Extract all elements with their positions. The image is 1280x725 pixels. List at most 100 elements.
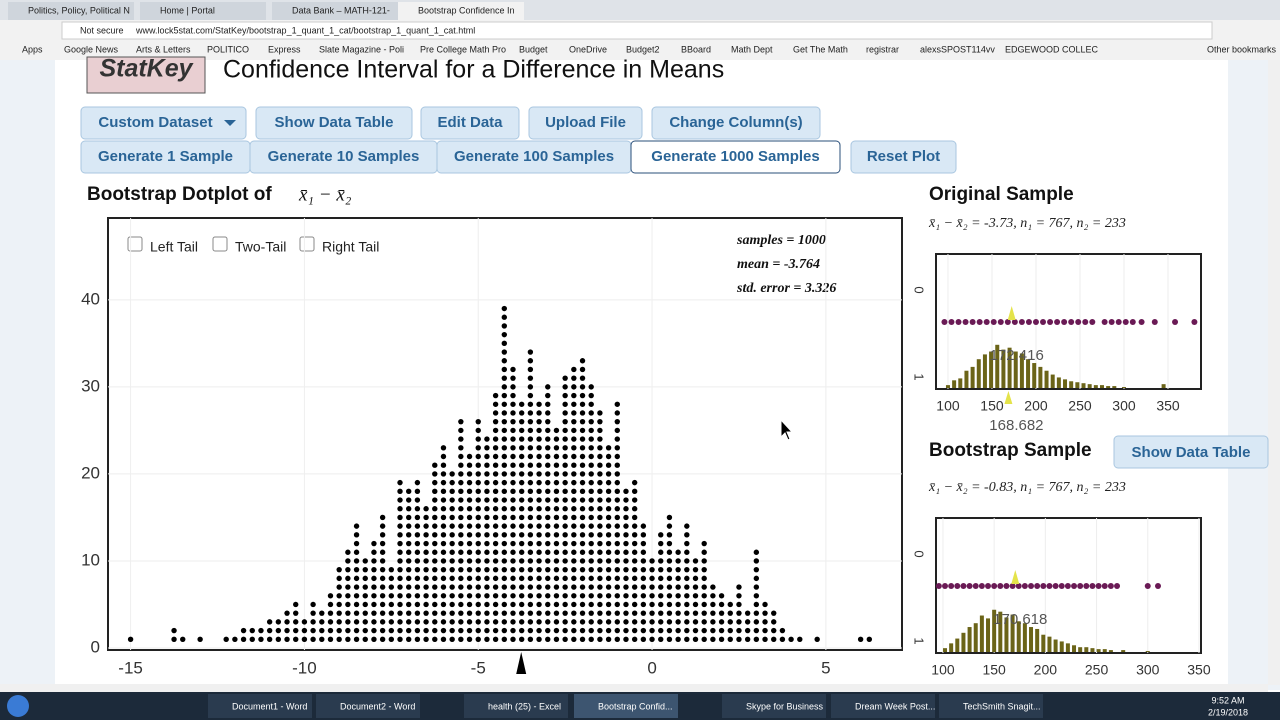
dot [492, 436, 499, 442]
task-button[interactable] [722, 694, 826, 718]
bookmark[interactable]: Budget2 [626, 44, 660, 54]
bookmark[interactable]: Math Dept [731, 44, 773, 54]
checkbox-label[interactable]: Two-Tail [235, 239, 286, 255]
task-button[interactable] [464, 694, 568, 718]
task-label[interactable]: Document2 - Word [340, 701, 415, 711]
tab-label[interactable]: Data Bank – MATH-121- [292, 5, 390, 15]
button-label[interactable]: Show Data Table [275, 114, 394, 131]
bookmark[interactable]: Budget [519, 44, 548, 54]
dot [353, 575, 360, 582]
tab[interactable] [272, 2, 398, 20]
tab[interactable] [8, 2, 134, 20]
task-label[interactable]: Document1 - Word [232, 701, 307, 711]
dot [432, 610, 438, 616]
bookmark[interactable]: POLITICO [207, 44, 249, 54]
bootstrap-table-label[interactable]: Show Data Table [1132, 444, 1251, 461]
dot [518, 566, 525, 573]
dot [571, 514, 577, 521]
button[interactable] [255, 106, 413, 140]
tab[interactable] [398, 2, 524, 20]
dot [631, 636, 638, 642]
task-label[interactable]: TechSmith Snagit... [963, 701, 1041, 711]
logo: StatKey [99, 55, 193, 83]
dot [501, 314, 508, 320]
bookmark[interactable]: OneDrive [569, 44, 607, 54]
dot [666, 636, 673, 642]
dot [1083, 583, 1090, 589]
task-label[interactable]: Bootstrap Confid... [598, 701, 673, 711]
checkbox[interactable] [212, 236, 228, 252]
task-button[interactable] [316, 694, 420, 718]
tab-label[interactable]: Bootstrap Confidence In [418, 5, 515, 15]
task-button[interactable] [208, 694, 312, 718]
bookmark[interactable]: Google News [64, 44, 119, 54]
dot [753, 584, 760, 590]
button-label[interactable]: Upload File [545, 114, 626, 131]
bookmark[interactable]: BBoard [681, 44, 711, 54]
button[interactable] [80, 106, 247, 140]
button[interactable] [528, 106, 643, 140]
dot [527, 358, 534, 364]
task-label[interactable]: Dream Week Post... [855, 701, 935, 711]
checkbox-label[interactable]: Right Tail [322, 239, 379, 255]
dot [475, 593, 481, 599]
bookmark[interactable]: registrar [866, 44, 899, 54]
start-button[interactable] [7, 695, 29, 717]
dot [675, 610, 681, 616]
task-button[interactable] [939, 694, 1043, 718]
button[interactable] [420, 106, 520, 140]
dot-column [345, 549, 351, 642]
task-button[interactable] [831, 694, 935, 718]
bookmark[interactable]: Get The Math [793, 44, 848, 54]
dot [336, 566, 342, 573]
dot [518, 601, 525, 608]
checkbox[interactable] [127, 236, 143, 252]
dot [762, 601, 768, 608]
x-tick-label: 200 [1034, 662, 1058, 678]
bookmark[interactable]: Slate Magazine - Poli [319, 44, 404, 54]
button-label[interactable]: Generate 1 Sample [98, 148, 233, 165]
dot [458, 479, 464, 486]
task-button[interactable] [574, 694, 678, 718]
button-label[interactable]: Reset Plot [867, 148, 940, 165]
checkbox[interactable] [299, 236, 315, 252]
tab-label[interactable]: Politics, Policy, Political N [28, 5, 130, 15]
bookmark[interactable]: Apps [22, 44, 43, 54]
dot-column [492, 392, 499, 642]
bookmark[interactable]: alexsSPOST114vv [920, 44, 995, 54]
dot [588, 558, 594, 564]
button-label[interactable]: Generate 1000 Samples [651, 148, 819, 165]
task-label[interactable]: health (25) - Excel [488, 701, 561, 711]
x-tick-label: -15 [118, 658, 143, 677]
checkbox-label[interactable]: Left Tail [150, 239, 198, 255]
dot [710, 636, 716, 642]
dot [579, 497, 586, 503]
tab[interactable] [140, 2, 266, 20]
button-label[interactable]: Edit Data [437, 114, 503, 131]
task-label[interactable]: Skype for Business [746, 701, 824, 711]
dot [623, 636, 629, 642]
bar [1035, 628, 1040, 652]
bookmark[interactable]: Arts & Letters [136, 44, 191, 54]
button[interactable] [850, 140, 957, 174]
dot [571, 401, 577, 407]
button-label[interactable]: Generate 100 Samples [454, 148, 614, 165]
button[interactable] [651, 106, 821, 140]
dot [379, 575, 386, 582]
dot [440, 471, 447, 477]
bookmark[interactable]: Express [268, 44, 301, 54]
dot [684, 558, 690, 564]
dot [518, 593, 525, 599]
button-label[interactable]: Generate 10 Samples [268, 148, 420, 165]
bookmark[interactable]: Pre College Math Pro [420, 44, 506, 54]
dot [458, 593, 464, 599]
tab-label[interactable]: Home | Portal [160, 5, 215, 15]
button-label[interactable]: Change Column(s) [669, 114, 802, 131]
other-bookmarks[interactable]: Other bookmarks [1207, 44, 1277, 54]
bookmark[interactable]: EDGEWOOD COLLEC [1005, 44, 1099, 54]
bootstrap-table-button[interactable] [1113, 435, 1269, 469]
button-label[interactable]: Custom Dataset [98, 114, 212, 131]
dot-column [371, 540, 377, 642]
dot [406, 514, 412, 521]
button[interactable] [630, 140, 841, 174]
